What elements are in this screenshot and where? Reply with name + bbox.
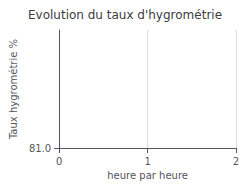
svg-text:81.0: 81.0 [29, 143, 51, 154]
svg-text:heure par heure: heure par heure [107, 170, 188, 181]
svg-text:2: 2 [233, 156, 239, 167]
svg-text:0: 0 [56, 156, 62, 167]
svg-text:Taux hygrométrie %: Taux hygrométrie % [8, 39, 19, 140]
svg-text:1: 1 [144, 156, 150, 167]
svg-text:Evolution du taux d'hygrométri: Evolution du taux d'hygrométrie [28, 8, 222, 22]
